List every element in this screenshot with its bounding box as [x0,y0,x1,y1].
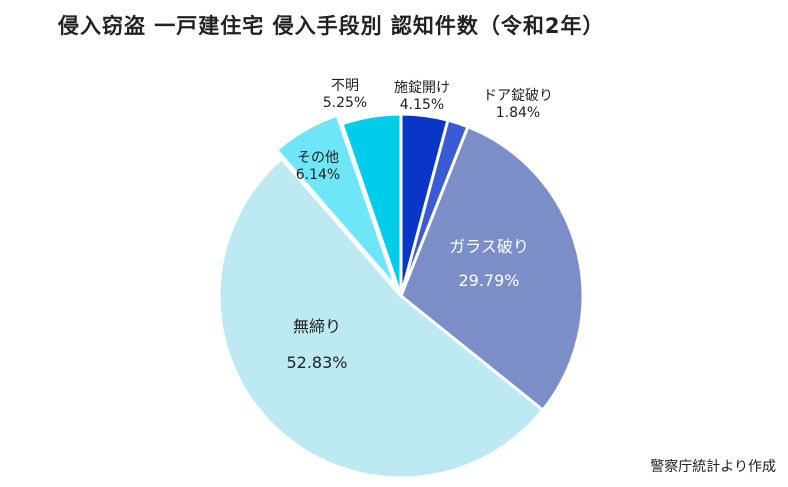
slice-value-6: 5.25% [323,95,367,111]
slice-3 [399,124,585,413]
slice-value-4: 52.83% [286,353,347,372]
slice-label-5: その他 [297,150,339,166]
slice-label-4: 無締り [293,317,341,336]
slice-5 [274,113,398,289]
slice-label-3: ガラス破り [449,237,529,256]
chart-title: 侵入窃盗 一戸建住宅 侵入手段別 認知件数（令和2年） [58,14,605,38]
slice-label-6: 不明 [331,78,359,94]
source-note: 警察庁統計より作成 [650,459,776,475]
slice-value-3: 29.79% [458,271,519,290]
slice-value-1: 4.15% [400,97,444,113]
slice-6 [340,112,403,297]
pie-slices [217,112,585,480]
slice-label-1: 施錠開け [394,80,450,96]
slice-4 [217,156,545,480]
slice-value-5: 6.14% [296,167,340,183]
slice-value-2: 1.84% [496,105,540,121]
slice-label-2: ドア錠破り [483,88,553,104]
